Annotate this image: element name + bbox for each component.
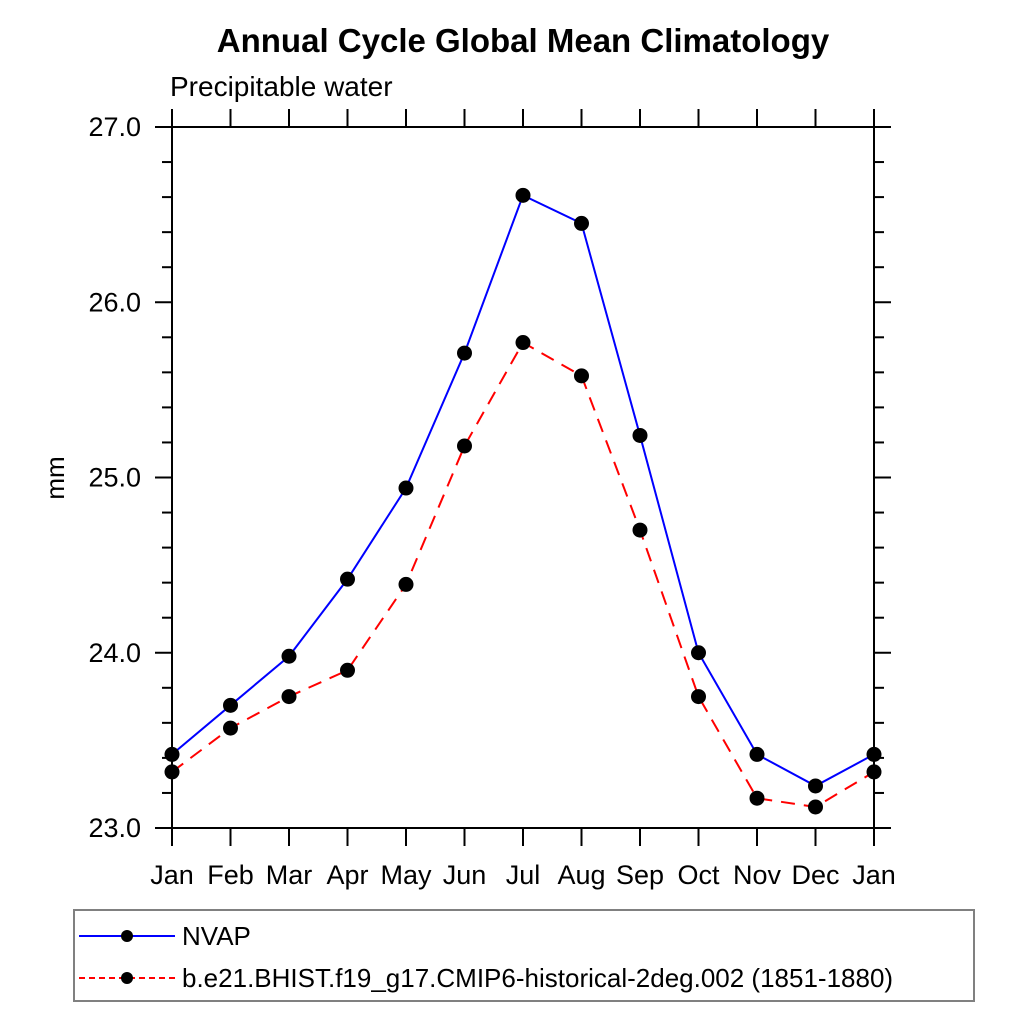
y-tick-label: 27.0	[88, 112, 141, 142]
data-point-marker	[515, 187, 531, 203]
legend-entry-nvap: NVAP	[79, 916, 251, 956]
x-tick-label: Apr	[326, 860, 368, 890]
legend-line-sample-model	[79, 971, 175, 985]
x-tick-label: Jan	[150, 860, 194, 890]
legend-label-model: b.e21.BHIST.f19_g17.CMIP6-historical-2de…	[182, 963, 894, 993]
data-point-marker	[281, 689, 297, 705]
x-tick-label: Oct	[677, 860, 720, 890]
data-point-marker	[457, 345, 472, 361]
chart-title: Annual Cycle Global Mean Climatology	[216, 22, 830, 59]
plot-frame	[171, 126, 875, 829]
x-tick-label: Sep	[616, 860, 664, 890]
data-point-marker	[866, 764, 882, 780]
x-tick-label: Feb	[207, 860, 254, 890]
x-tick-label: May	[380, 860, 432, 890]
data-point-marker	[340, 662, 355, 678]
data-point-marker	[691, 645, 706, 661]
x-tick-label: Dec	[791, 860, 839, 890]
x-tick-label: Jul	[506, 860, 541, 890]
data-point-marker	[808, 799, 823, 815]
x-tick-label: Jun	[443, 860, 487, 890]
legend-entry-model: b.e21.BHIST.f19_g17.CMIP6-historical-2de…	[79, 958, 893, 998]
y-axis-title: mm	[40, 456, 70, 499]
data-point-marker	[515, 335, 531, 351]
data-point-marker	[340, 571, 355, 587]
data-point-marker	[164, 764, 180, 780]
x-tick-label: Mar	[266, 860, 313, 890]
x-tick-label: Nov	[733, 860, 782, 890]
data-point-marker	[632, 522, 648, 538]
y-tick-label: 25.0	[88, 463, 141, 493]
chart-subtitle: Precipitable water	[170, 71, 393, 102]
data-point-marker	[632, 427, 648, 443]
data-point-marker	[749, 790, 765, 806]
x-tick-label: Aug	[557, 860, 605, 890]
data-point-marker	[866, 746, 882, 762]
x-tick-label: Jan	[852, 860, 896, 890]
y-axis: 23.0 24.0 25.0 26.0 27.0	[88, 112, 891, 843]
legend-label-nvap: NVAP	[182, 921, 251, 951]
data-point-marker	[223, 720, 238, 736]
y-tick-label: 26.0	[88, 287, 141, 317]
data-point-marker	[164, 746, 180, 762]
data-point-marker	[457, 438, 472, 454]
data-point-marker	[398, 576, 414, 592]
series-markers-1	[164, 335, 882, 815]
series-markers-0	[164, 187, 882, 794]
y-tick-label: 24.0	[88, 638, 141, 668]
legend-marker-icon	[121, 930, 133, 942]
data-point-marker	[574, 368, 589, 384]
legend: NVAP b.e21.BHIST.f19_g17.CMIP6-historica…	[73, 909, 975, 1002]
data-point-marker	[398, 480, 414, 496]
data-point-marker	[223, 697, 238, 713]
data-point-marker	[691, 689, 706, 705]
series-line-1	[171, 341, 875, 809]
x-axis: Jan Feb Mar Apr May Jun Jul Aug Sep Oct Nov Dec Jan	[150, 109, 896, 890]
data-point-marker	[749, 746, 765, 762]
legend-marker-icon	[121, 972, 133, 984]
y-tick-label: 23.0	[88, 813, 141, 843]
data-point-marker	[808, 778, 823, 794]
data-point-marker	[281, 648, 297, 664]
legend-line-sample-nvap	[79, 929, 175, 943]
data-point-marker	[574, 215, 589, 231]
series-line-0	[171, 193, 875, 788]
